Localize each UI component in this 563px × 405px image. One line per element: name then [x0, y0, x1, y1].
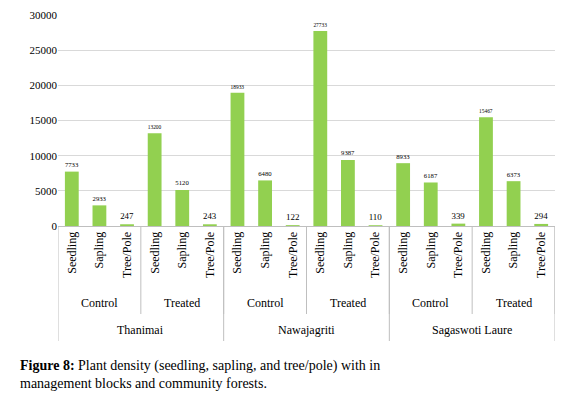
svg-text:20000: 20000	[30, 79, 58, 91]
svg-text:Treated: Treated	[496, 296, 532, 310]
svg-text:243: 243	[203, 211, 217, 221]
svg-text:Sapling: Sapling	[506, 232, 520, 269]
svg-text:Sapling: Sapling	[341, 232, 355, 269]
svg-text:Seedling: Seedling	[148, 232, 162, 274]
svg-text:Treated: Treated	[330, 296, 366, 310]
svg-text:30000: 30000	[30, 9, 58, 21]
svg-text:Sagaswoti Laure: Sagaswoti Laure	[432, 323, 512, 337]
svg-text:6480: 6480	[258, 170, 272, 177]
svg-text:Figure 8: Plant density (seedl: Figure 8: Plant density (seedling, sapli…	[20, 358, 380, 391]
svg-text:18933: 18933	[231, 84, 245, 90]
svg-text:Seedling: Seedling	[396, 232, 410, 274]
svg-text:Seedling: Seedling	[313, 232, 327, 274]
svg-text:6373: 6373	[507, 171, 521, 178]
svg-text:Control: Control	[247, 296, 284, 310]
svg-text:13200: 13200	[148, 124, 162, 130]
svg-text:Thanimai: Thanimai	[117, 323, 164, 337]
svg-text:7733: 7733	[65, 161, 79, 168]
svg-text:2933: 2933	[93, 195, 107, 202]
svg-text:9387: 9387	[341, 149, 355, 156]
svg-text:Sapling: Sapling	[92, 232, 106, 269]
svg-text:Seedling: Seedling	[479, 232, 493, 274]
svg-text:Tree/Pole: Tree/Pole	[534, 232, 548, 278]
svg-text:110: 110	[369, 212, 383, 222]
svg-text:5120: 5120	[175, 179, 189, 186]
svg-text:Control: Control	[412, 296, 449, 310]
svg-text:Sapling: Sapling	[258, 232, 272, 269]
svg-text:15000: 15000	[30, 114, 58, 126]
svg-text:6187: 6187	[424, 172, 438, 179]
svg-text:Seedling: Seedling	[65, 232, 79, 274]
svg-text:247: 247	[120, 211, 134, 221]
svg-text:10000: 10000	[30, 150, 58, 162]
svg-text:Sapling: Sapling	[424, 232, 438, 269]
svg-text:5000: 5000	[35, 185, 58, 197]
svg-text:25000: 25000	[30, 44, 58, 56]
svg-text:Tree/Pole: Tree/Pole	[451, 232, 465, 278]
svg-text:Treated: Treated	[164, 296, 200, 310]
svg-text:Sapling: Sapling	[175, 232, 189, 269]
svg-text:15467: 15467	[479, 108, 493, 114]
svg-text:122: 122	[286, 212, 300, 222]
svg-text:Tree/Pole: Tree/Pole	[120, 232, 134, 278]
svg-text:339: 339	[451, 211, 465, 221]
svg-text:27733: 27733	[313, 22, 327, 28]
svg-text:0: 0	[52, 220, 58, 232]
svg-text:Control: Control	[81, 296, 118, 310]
svg-text:294: 294	[534, 211, 548, 221]
svg-text:8933: 8933	[396, 153, 410, 160]
svg-text:Seedling: Seedling	[230, 232, 244, 274]
svg-text:Tree/Pole: Tree/Pole	[368, 232, 382, 278]
svg-text:Tree/Pole: Tree/Pole	[286, 232, 300, 278]
svg-text:Nawajagriti: Nawajagriti	[278, 323, 335, 337]
svg-text:Tree/Pole: Tree/Pole	[203, 232, 217, 278]
